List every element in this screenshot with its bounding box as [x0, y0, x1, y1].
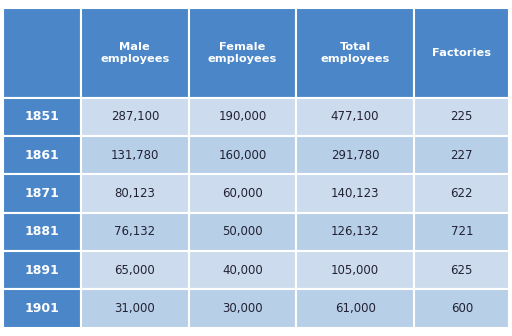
Bar [188, 213, 296, 251]
Bar [81, 213, 188, 251]
Bar [3, 251, 81, 289]
Bar [188, 136, 296, 174]
Text: Factories: Factories [432, 48, 492, 58]
Bar [414, 136, 509, 174]
Bar [414, 251, 509, 289]
Bar [414, 98, 509, 136]
Bar [296, 136, 414, 174]
Bar [296, 98, 414, 136]
Text: 291,780: 291,780 [331, 149, 379, 162]
Bar [81, 8, 188, 98]
Text: Female
employees: Female employees [208, 42, 277, 64]
Text: 65,000: 65,000 [115, 264, 155, 277]
Text: 721: 721 [451, 225, 473, 238]
Text: 287,100: 287,100 [111, 111, 159, 123]
Bar [3, 8, 81, 98]
Bar [296, 213, 414, 251]
Text: 225: 225 [451, 111, 473, 123]
Text: 126,132: 126,132 [331, 225, 379, 238]
Text: 31,000: 31,000 [115, 302, 155, 315]
Bar [3, 174, 81, 213]
Text: 76,132: 76,132 [114, 225, 156, 238]
Text: 227: 227 [451, 149, 473, 162]
Bar [3, 289, 81, 328]
Text: 1851: 1851 [25, 111, 59, 123]
Bar [81, 289, 188, 328]
Text: 622: 622 [451, 187, 473, 200]
Bar [81, 174, 188, 213]
Text: 1901: 1901 [25, 302, 59, 315]
Text: 140,123: 140,123 [331, 187, 379, 200]
Bar [414, 213, 509, 251]
Text: 60,000: 60,000 [222, 187, 263, 200]
Bar [188, 174, 296, 213]
Text: 1861: 1861 [25, 149, 59, 162]
Bar [188, 8, 296, 98]
Bar [81, 98, 188, 136]
Bar [296, 174, 414, 213]
Bar [296, 8, 414, 98]
Text: 30,000: 30,000 [222, 302, 263, 315]
Bar [296, 289, 414, 328]
Text: Total
employees: Total employees [321, 42, 390, 64]
Bar [296, 251, 414, 289]
Text: 600: 600 [451, 302, 473, 315]
Text: 50,000: 50,000 [222, 225, 263, 238]
Text: 160,000: 160,000 [218, 149, 266, 162]
Text: 190,000: 190,000 [218, 111, 266, 123]
Bar [3, 98, 81, 136]
Text: 40,000: 40,000 [222, 264, 263, 277]
Bar [188, 289, 296, 328]
Text: 61,000: 61,000 [335, 302, 375, 315]
Text: 477,100: 477,100 [331, 111, 379, 123]
Text: 80,123: 80,123 [114, 187, 155, 200]
Bar [3, 136, 81, 174]
Text: 105,000: 105,000 [331, 264, 379, 277]
Bar [188, 98, 296, 136]
Text: 131,780: 131,780 [111, 149, 159, 162]
Bar [414, 174, 509, 213]
Bar [81, 251, 188, 289]
Text: Male
employees: Male employees [100, 42, 169, 64]
Bar [414, 8, 509, 98]
Bar [81, 136, 188, 174]
Bar [3, 213, 81, 251]
Text: 1881: 1881 [25, 225, 59, 238]
Bar [414, 289, 509, 328]
Text: 625: 625 [451, 264, 473, 277]
Text: 1871: 1871 [25, 187, 59, 200]
Bar [188, 251, 296, 289]
Text: 1891: 1891 [25, 264, 59, 277]
